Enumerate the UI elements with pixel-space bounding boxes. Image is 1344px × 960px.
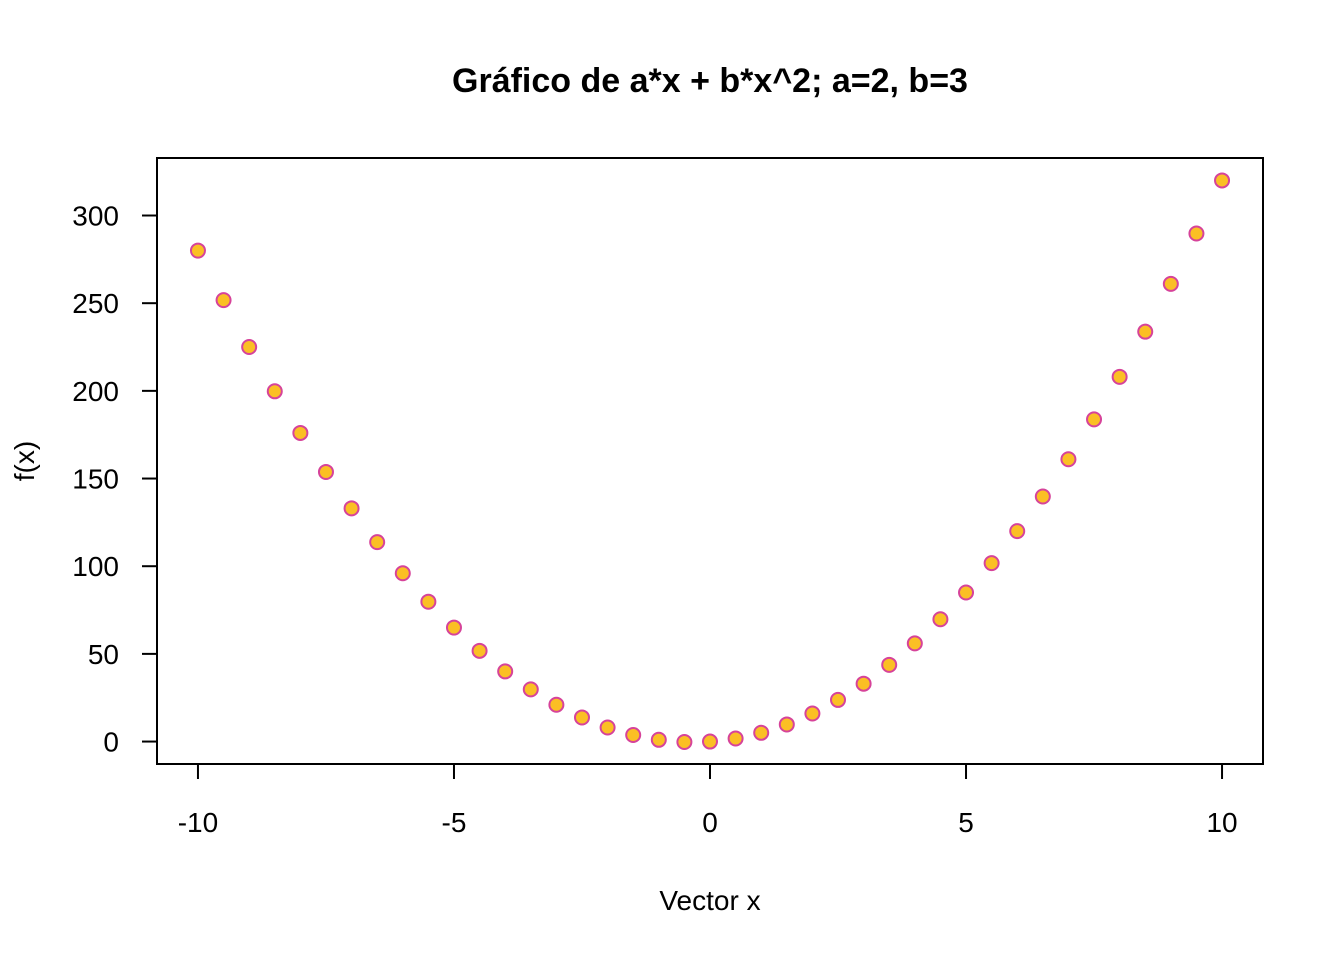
plot-frame xyxy=(156,157,1264,765)
y-tick-label: 0 xyxy=(103,727,119,758)
data-point xyxy=(573,709,590,726)
x-tick-label: 0 xyxy=(702,807,718,838)
y-tick-label: 300 xyxy=(72,201,119,232)
data-point xyxy=(983,555,1000,572)
data-point xyxy=(1137,323,1154,340)
x-tick-label: -5 xyxy=(442,807,467,838)
data-point xyxy=(292,424,309,441)
chart-title: Gráfico de a*x + b*x^2; a=2, b=3 xyxy=(452,62,968,100)
data-point xyxy=(420,593,437,610)
data-point xyxy=(445,619,462,636)
data-point xyxy=(189,242,206,259)
y-tick-label: 200 xyxy=(72,376,119,407)
data-point xyxy=(266,383,283,400)
data-point xyxy=(1086,411,1103,428)
data-point xyxy=(1111,368,1128,385)
data-point xyxy=(676,733,693,750)
x-tick-label: 10 xyxy=(1206,807,1237,838)
data-point xyxy=(1214,172,1231,189)
data-point xyxy=(1009,523,1026,540)
data-point xyxy=(804,705,821,722)
data-point xyxy=(471,642,488,659)
data-point xyxy=(830,691,847,708)
y-tick-label: 100 xyxy=(72,551,119,582)
y-axis-label: f(x) xyxy=(9,441,40,481)
y-tick-label: 50 xyxy=(88,639,119,670)
x-tick-label: 5 xyxy=(958,807,974,838)
x-axis: -10 -5 0 5 10 xyxy=(178,763,1238,838)
data-point xyxy=(778,716,795,733)
x-tick-label: -10 xyxy=(178,807,218,838)
data-point xyxy=(394,565,411,582)
data-points xyxy=(189,172,1231,750)
y-tick-label: 150 xyxy=(72,464,119,495)
data-point xyxy=(906,635,923,652)
data-point xyxy=(881,656,898,673)
data-point xyxy=(1162,275,1179,292)
data-point xyxy=(215,292,232,309)
data-point xyxy=(241,339,258,356)
data-point xyxy=(548,696,565,713)
data-point xyxy=(1034,488,1051,505)
x-axis-label: Vector x xyxy=(659,885,760,916)
data-point xyxy=(958,584,975,601)
data-point xyxy=(650,731,667,748)
data-point xyxy=(727,730,744,747)
data-point xyxy=(1060,451,1077,468)
data-point xyxy=(369,534,386,551)
data-point xyxy=(702,733,718,750)
data-point xyxy=(522,681,539,698)
data-point xyxy=(753,724,770,741)
data-point xyxy=(599,719,616,736)
y-tick-label: 250 xyxy=(72,288,119,319)
data-point xyxy=(317,463,334,480)
data-point xyxy=(497,663,514,680)
data-point xyxy=(625,726,642,743)
data-point xyxy=(1188,225,1205,242)
data-point xyxy=(343,500,360,517)
data-point xyxy=(855,675,872,692)
y-axis: 0 50 100 150 200 250 300 xyxy=(72,201,158,758)
data-point xyxy=(932,611,949,628)
